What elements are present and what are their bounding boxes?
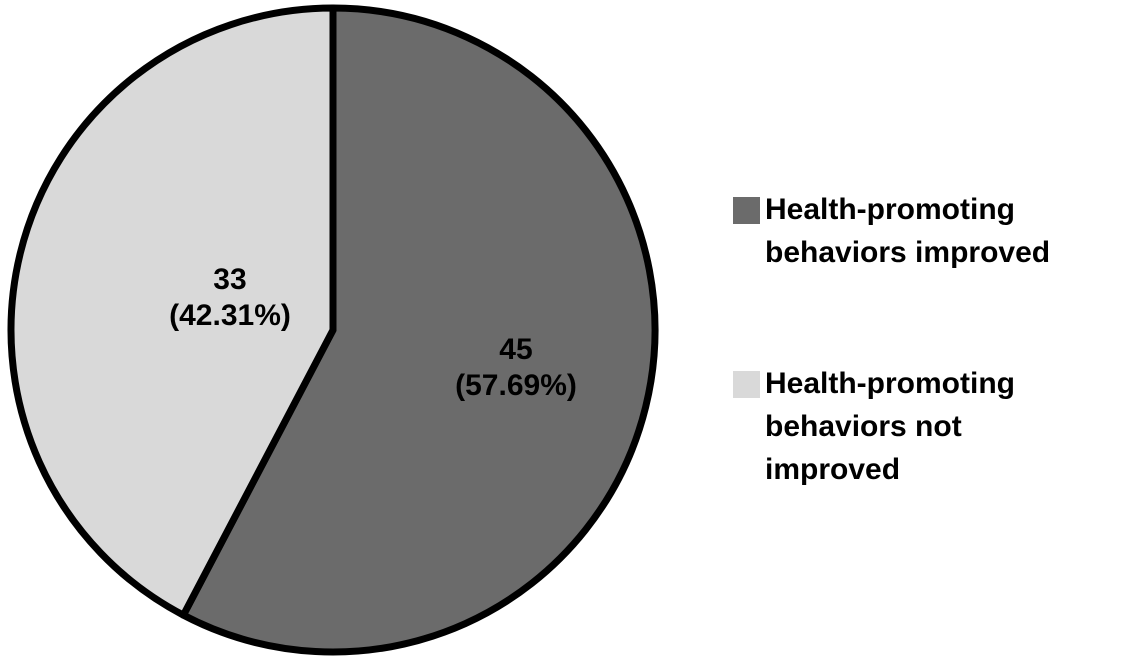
pie-slice-1: [7, 4, 337, 619]
legend-label-not-improved: Health-promoting behaviors not improved: [765, 367, 1015, 486]
pie-slice-0: [179, 4, 659, 656]
pie-svg: [7, 4, 659, 656]
legend: Health-promoting behaviors improved Heal…: [733, 188, 1125, 491]
legend-item-not-improved: Health-promoting behaviors not improved: [733, 362, 1125, 491]
slice-label-improved: 45 (57.69%): [455, 333, 577, 402]
slice-label-not-improved: 33 (42.31%): [169, 263, 291, 332]
legend-swatch-improved-icon: [733, 197, 760, 224]
legend-label-improved: Health-promoting behaviors improved: [765, 193, 1051, 269]
legend-swatch-not-improved-icon: [733, 371, 760, 398]
pie-chart: 45 (57.69%) 33 (42.31%): [7, 4, 659, 656]
legend-item-improved: Health-promoting behaviors improved: [733, 188, 1125, 274]
